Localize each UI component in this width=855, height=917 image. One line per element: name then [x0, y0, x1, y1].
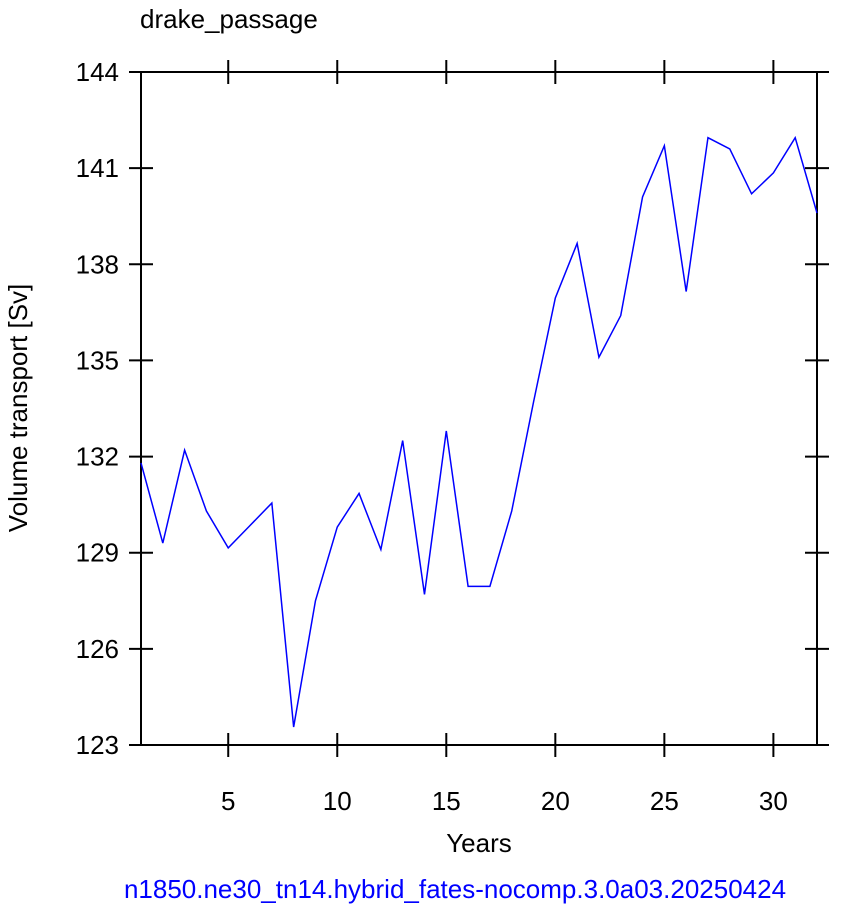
x-tick-label: 10	[323, 786, 352, 816]
y-tick-label: 132	[76, 442, 119, 472]
x-tick-label: 15	[432, 786, 461, 816]
y-tick-label: 123	[76, 730, 119, 760]
x-tick-label: 30	[759, 786, 788, 816]
y-tick-label: 126	[76, 634, 119, 664]
x-tick-label: 20	[541, 786, 570, 816]
x-tick-label: 25	[650, 786, 679, 816]
y-tick-label: 141	[76, 153, 119, 183]
x-axis-label: Years	[446, 828, 512, 858]
data-line	[140, 135, 818, 728]
y-tick-label: 138	[76, 249, 119, 279]
y-tick-label: 144	[76, 57, 119, 87]
footer: n1850.ne30_tn14.hybrid_fates-nocomp.3.0a…	[124, 874, 786, 904]
y-tick-label: 129	[76, 538, 119, 568]
y-axis-label: Volume transport [Sv]	[3, 284, 33, 533]
plot-frame	[140, 71, 818, 746]
y-tick-label: 135	[76, 345, 119, 375]
chart-title: drake_passage	[140, 4, 318, 34]
x-tick-label: 5	[221, 786, 235, 816]
